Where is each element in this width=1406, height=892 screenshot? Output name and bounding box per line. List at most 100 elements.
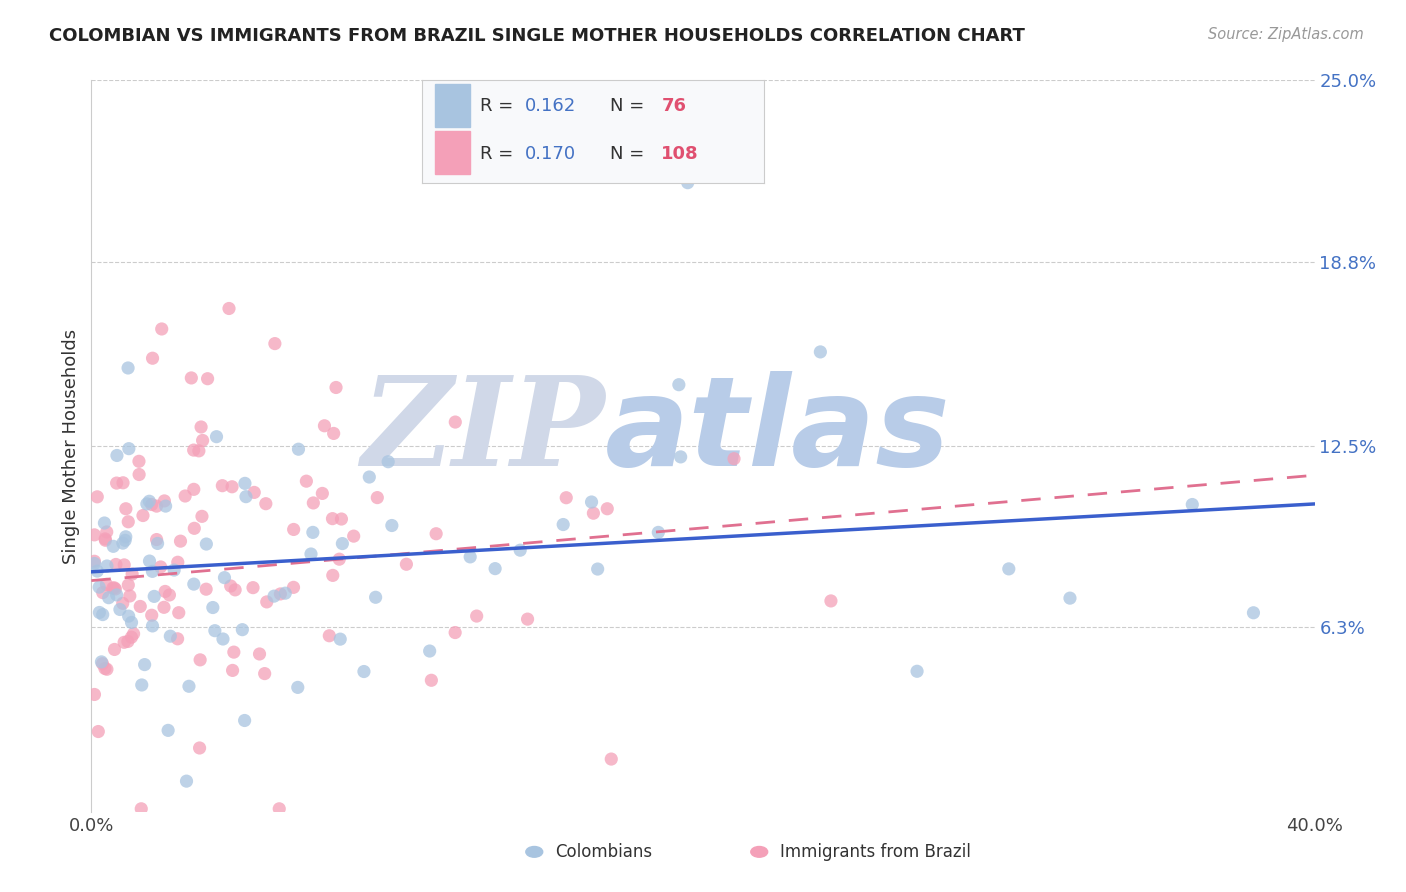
Point [256, 595, 278, 609]
Point [128, 454, 150, 468]
Bar [436, 85, 470, 128]
Point [322, 568, 344, 582]
Point [90, 655, 112, 669]
Point [112, 558, 135, 572]
Point [287, 681, 309, 695]
Text: Colombians: Colombians [555, 843, 652, 861]
Point [465, 609, 488, 624]
Point [177, 679, 200, 693]
Point [190, 420, 212, 434]
Point [143, 590, 166, 604]
Point [159, 629, 181, 643]
Point [93, 516, 115, 530]
Point [596, 501, 619, 516]
Text: R =: R = [479, 97, 519, 115]
Text: Source: ZipAtlas.com: Source: ZipAtlas.com [1208, 27, 1364, 42]
Point [329, 632, 352, 647]
Point [283, 523, 305, 537]
Point [155, 499, 177, 513]
Point [105, 476, 128, 491]
Point [83, 557, 105, 571]
Point [188, 653, 211, 667]
Point [444, 415, 467, 429]
Point [141, 351, 163, 366]
Point [89, 606, 111, 620]
Point [83, 688, 105, 702]
Point [83, 554, 105, 568]
Point [135, 497, 157, 511]
Point [269, 587, 291, 601]
Point [212, 632, 235, 646]
Point [153, 584, 176, 599]
Point [808, 345, 831, 359]
Point [231, 623, 253, 637]
Point [146, 536, 169, 550]
Point [302, 496, 325, 510]
Point [458, 549, 481, 564]
Point [83, 528, 105, 542]
Point [104, 558, 127, 572]
Point [343, 529, 366, 543]
Point [96, 662, 118, 676]
Point [263, 589, 285, 603]
Point [364, 591, 387, 605]
Point [314, 418, 336, 433]
Text: Immigrants from Brazil: Immigrants from Brazil [780, 843, 972, 861]
Point [600, 752, 623, 766]
Point [219, 579, 242, 593]
Point [553, 517, 575, 532]
Point [129, 802, 152, 816]
Point [111, 536, 134, 550]
Point [166, 555, 188, 569]
Point [128, 467, 150, 482]
Point [318, 629, 340, 643]
Point [586, 562, 609, 576]
Point [211, 478, 233, 492]
Point [97, 591, 120, 605]
Point [117, 361, 139, 376]
Point [94, 532, 117, 546]
Point [224, 582, 246, 597]
Point [141, 619, 163, 633]
Point [96, 559, 118, 574]
Point [516, 612, 538, 626]
Point [111, 596, 134, 610]
Point [555, 491, 578, 505]
Point [204, 624, 226, 638]
Point [121, 615, 143, 630]
Point [249, 647, 271, 661]
Point [243, 485, 266, 500]
Point [131, 678, 153, 692]
Point [153, 600, 176, 615]
Text: 108: 108 [661, 145, 699, 163]
Point [484, 561, 506, 575]
Point [283, 580, 305, 594]
Point [117, 578, 139, 592]
Point [425, 526, 447, 541]
Point [195, 582, 218, 597]
Point [201, 600, 224, 615]
Text: N =: N = [610, 97, 650, 115]
Point [287, 442, 309, 457]
Point [112, 635, 135, 649]
Point [295, 474, 318, 488]
Point [676, 176, 699, 190]
Point [166, 632, 188, 646]
Point [221, 480, 243, 494]
Point [87, 724, 110, 739]
Point [138, 554, 160, 568]
Point [117, 634, 139, 648]
Point [191, 434, 214, 448]
Y-axis label: Single Mother Households: Single Mother Households [62, 328, 80, 564]
Point [157, 723, 180, 738]
Point [89, 580, 111, 594]
Point [188, 741, 211, 756]
Point [183, 521, 205, 535]
Point [366, 491, 388, 505]
Point [118, 442, 141, 456]
Text: 0.170: 0.170 [524, 145, 575, 163]
Point [419, 644, 441, 658]
Point [509, 543, 531, 558]
Point [138, 494, 160, 508]
Point [114, 530, 136, 544]
